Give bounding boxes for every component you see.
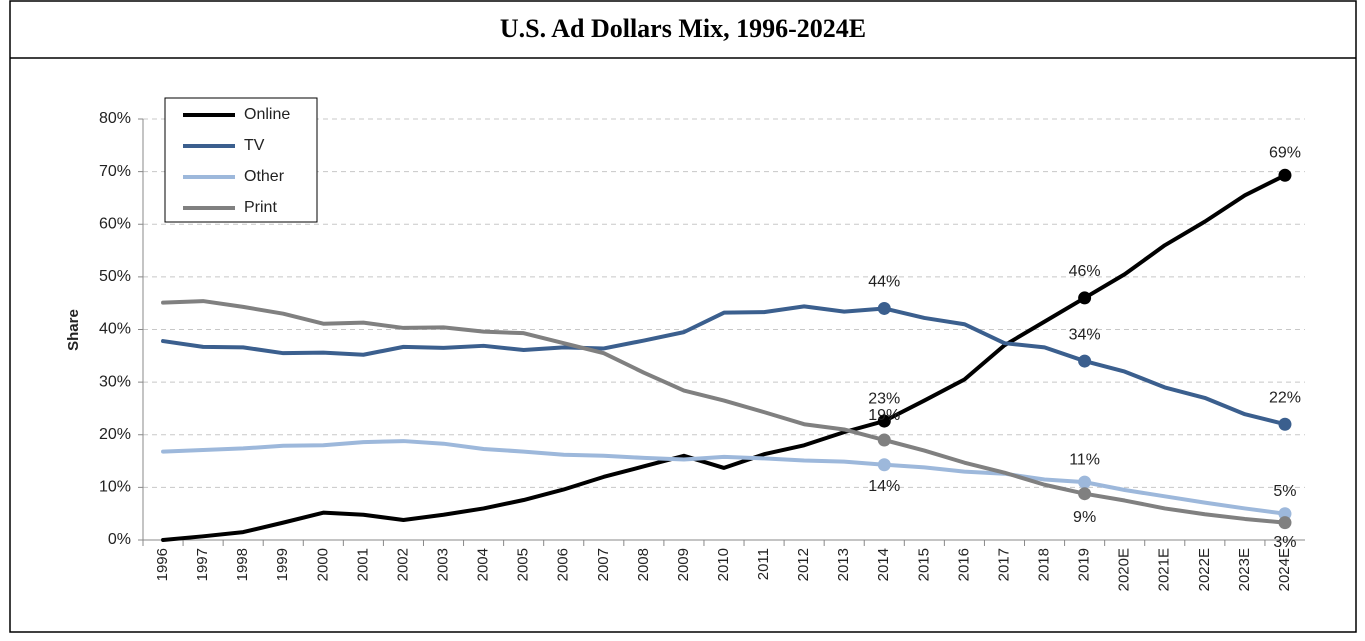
data-label: 14% xyxy=(868,478,900,495)
series-line xyxy=(161,299,1287,525)
point-marker xyxy=(1278,516,1292,530)
x-tick-label: 2022E xyxy=(1196,548,1213,591)
x-tick-label: 2016 xyxy=(955,548,972,581)
x-tick-label: 2021E xyxy=(1156,548,1173,591)
y-tick-label: 60% xyxy=(99,215,131,232)
legend-label: Other xyxy=(244,168,285,185)
y-tick-label: 30% xyxy=(99,373,131,390)
x-tick-label: 2010 xyxy=(715,548,732,581)
series-line xyxy=(161,173,1287,542)
x-tick-label: 2018 xyxy=(1036,548,1053,581)
x-tick-label: 2004 xyxy=(475,548,492,581)
x-tick-label: 2006 xyxy=(555,548,572,581)
point-marker xyxy=(877,414,891,428)
x-tick-label: 2013 xyxy=(835,548,852,581)
x-tick-label: 2002 xyxy=(394,548,411,581)
data-label: 11% xyxy=(1069,451,1100,468)
data-label: 46% xyxy=(1069,263,1101,280)
point-marker xyxy=(1278,417,1292,431)
data-label: 5% xyxy=(1273,483,1296,500)
x-tick-label: 2023E xyxy=(1236,548,1253,591)
data-label: 3% xyxy=(1273,534,1296,551)
x-tick-label: 2020E xyxy=(1116,548,1133,591)
point-marker xyxy=(1278,168,1292,182)
chart-title: U.S. Ad Dollars Mix, 1996-2024E xyxy=(500,14,866,43)
legend-label: Print xyxy=(244,199,277,216)
x-tick-label: 2009 xyxy=(675,548,692,581)
point-marker xyxy=(1078,487,1092,501)
y-tick-label: 10% xyxy=(99,479,131,496)
legend-label: Online xyxy=(244,106,290,123)
x-tick-label: 2008 xyxy=(635,548,652,581)
y-tick-label: 40% xyxy=(99,321,131,338)
legend-box xyxy=(164,97,318,223)
y-tick-label: 50% xyxy=(99,268,131,285)
y-tick-label: 70% xyxy=(99,163,131,180)
x-tick-label: 2000 xyxy=(314,548,331,581)
x-tick-label: 2012 xyxy=(795,548,812,581)
point-marker xyxy=(877,458,891,472)
point-marker xyxy=(877,433,891,447)
x-tick-label: 2024E xyxy=(1276,548,1293,591)
x-tick-label: 2001 xyxy=(354,548,371,581)
data-label: 44% xyxy=(868,274,900,291)
x-tick-label: 2005 xyxy=(515,548,532,581)
data-label: 22% xyxy=(1269,389,1301,406)
x-tick-label: 2003 xyxy=(434,548,451,581)
frame xyxy=(9,0,1357,633)
x-tick-label: 1996 xyxy=(154,548,171,581)
data-label: 23% xyxy=(868,390,900,407)
point-marker xyxy=(1078,291,1092,305)
x-tick-label: 1999 xyxy=(274,548,291,581)
series-line xyxy=(161,439,1287,516)
y-axis-title: Share xyxy=(65,309,82,351)
data-label: 19% xyxy=(868,407,900,424)
y-tick-label: 20% xyxy=(99,426,131,443)
y-tick-label: 0% xyxy=(108,531,131,548)
point-marker xyxy=(1078,354,1092,368)
legend-label: TV xyxy=(244,137,265,154)
data-label: 69% xyxy=(1269,145,1301,162)
x-tick-label: 2017 xyxy=(995,548,1012,581)
y-tick-label: 80% xyxy=(99,110,131,127)
point-marker xyxy=(1278,507,1292,521)
point-marker xyxy=(877,301,891,315)
series-line xyxy=(161,304,1287,427)
x-tick-label: 2007 xyxy=(595,548,612,581)
x-tick-label: 2015 xyxy=(915,548,932,581)
x-tick-label: 1998 xyxy=(234,548,251,581)
point-marker xyxy=(1078,475,1092,489)
x-tick-label: 2019 xyxy=(1076,548,1093,581)
x-tick-label: 2014 xyxy=(875,548,892,581)
data-label: 9% xyxy=(1073,509,1096,526)
x-tick-label: 1997 xyxy=(194,548,211,581)
data-label: 34% xyxy=(1069,326,1101,343)
x-tick-label: 2011 xyxy=(755,548,772,580)
